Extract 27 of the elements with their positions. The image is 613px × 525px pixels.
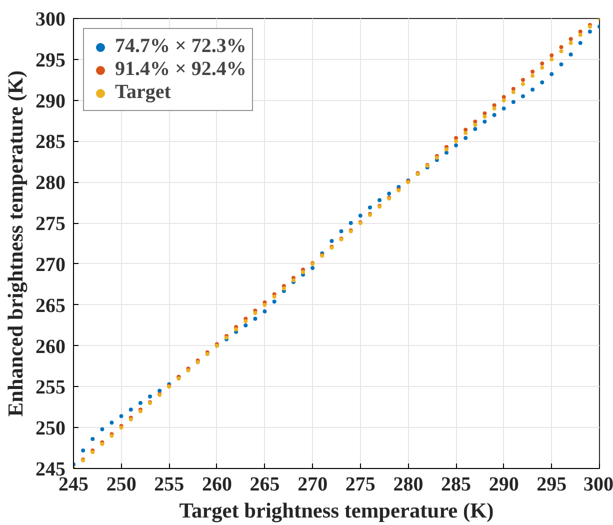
y-tick-label: 270	[36, 254, 66, 276]
x-tick-label: 275	[345, 474, 376, 496]
y-tick-label: 260	[36, 336, 66, 358]
legend-label: 91.4% × 92.4%	[115, 58, 246, 81]
x-tick-label: 295	[536, 474, 567, 496]
y-tick-label: 290	[36, 90, 66, 112]
x-tick-label: 280	[393, 474, 424, 496]
y-tick-label: 255	[36, 376, 66, 399]
x-axis-title: Target brightness temperature (K)	[179, 498, 494, 522]
x-tick-label: 265	[250, 474, 280, 496]
y-tick-label: 300	[36, 8, 66, 30]
legend-label: Target	[115, 81, 171, 104]
y-tick-label: 275	[36, 213, 66, 236]
x-tick-label: 300	[584, 474, 613, 496]
x-tick-label: 270	[298, 474, 328, 496]
y-tick-label: 295	[36, 49, 66, 72]
x-tick-label: 260	[202, 474, 232, 496]
x-tick-label: 250	[106, 474, 136, 496]
x-tick-label: 290	[488, 474, 519, 496]
y-tick-label: 265	[36, 294, 66, 317]
x-tick-label: 255	[154, 474, 184, 496]
x-tick-label: 285	[441, 474, 472, 496]
y-tick-label: 280	[36, 172, 66, 194]
legend-label: 74.7% × 72.3%	[115, 35, 246, 58]
y-tick-label: 250	[36, 418, 66, 440]
y-tick-label: 285	[36, 131, 66, 154]
y-axis-title: Enhanced brightness temperature (K)	[4, 70, 28, 417]
